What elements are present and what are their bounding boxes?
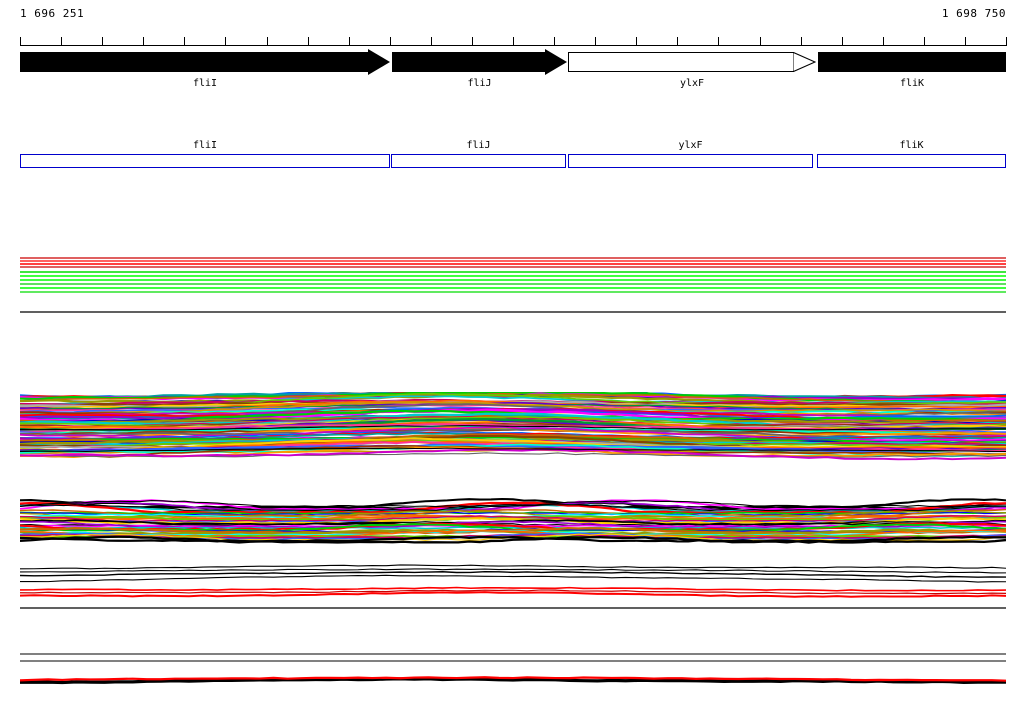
wavy-line: [20, 535, 1006, 544]
cds-label: fliJ: [466, 140, 491, 151]
ruler-tick: [20, 37, 21, 46]
ruler-tick: [595, 37, 597, 46]
cds-box-track[interactable]: fliI fliJ ylxF fliK: [0, 140, 1024, 174]
cds-box-fliI[interactable]: [20, 154, 390, 168]
wavy-line: [20, 509, 1006, 518]
ruler-tick: [1006, 37, 1007, 46]
ruler-tick: [61, 37, 63, 46]
alignment-density-track: [20, 392, 1006, 464]
gene-feature-ylxF[interactable]: ylxF: [568, 49, 816, 89]
ruler-tick: [102, 37, 104, 46]
wavy-line: [20, 535, 1006, 543]
gene-label: fliK: [899, 78, 925, 89]
plot-line: [20, 589, 1006, 595]
ruler-tick: [389, 37, 391, 46]
cds-box-fliJ[interactable]: [391, 154, 566, 168]
gene-body: [818, 52, 1006, 72]
wavy-alignment-track: [20, 497, 1006, 547]
coordinate-end-label: 1 698 750: [941, 7, 1006, 20]
alignment-line: [20, 448, 1006, 461]
coordinate-ruler-band: 1 696 251 1 698 750: [0, 0, 1024, 46]
cds-label: fliK: [899, 140, 924, 151]
coverage-track-black-red: [20, 560, 1006, 612]
coverage-track-bottom: [20, 648, 1006, 706]
ruler-tick: [677, 37, 679, 46]
ruler-tick: [143, 37, 145, 46]
alignment-baseline: [20, 447, 1006, 453]
ruler-tick: [225, 37, 227, 46]
alignment-line: [20, 443, 1006, 456]
gene-body: [20, 52, 368, 72]
gene-body: [568, 52, 794, 72]
cds-box-fliK[interactable]: [817, 154, 1006, 168]
gene-feature-fliK[interactable]: fliK: [818, 52, 1006, 89]
ruler-tick: [841, 37, 843, 46]
gene-arrowhead-icon: [545, 49, 567, 75]
wavy-baseline: [20, 504, 1006, 512]
ruler-axis[interactable]: [20, 36, 1007, 46]
gene-arrow-track[interactable]: fliI fliJ ylxF fliK: [0, 48, 1024, 110]
ruler-tick: [964, 37, 966, 46]
ruler-tick: [348, 37, 350, 46]
ruler-tick: [471, 37, 473, 46]
alignment-baseline: [20, 425, 1006, 431]
wavy-line: [20, 521, 1006, 527]
gene-feature-fliJ[interactable]: fliJ: [392, 49, 567, 89]
gene-label: fliJ: [467, 78, 492, 89]
alignment-line: [20, 416, 1006, 427]
wavy-line: [20, 501, 1006, 515]
ruler-tick: [554, 37, 556, 46]
cds-label: ylxF: [678, 140, 703, 151]
plot-line: [20, 677, 1006, 685]
plot-line: [20, 570, 1006, 578]
wavy-line: [20, 515, 1006, 522]
ruler-tick: [430, 37, 432, 46]
gene-label: ylxF: [679, 78, 705, 89]
cds-box-ylxF[interactable]: [568, 154, 813, 168]
plot-line: [20, 676, 1006, 682]
plot-line: [20, 568, 1006, 574]
ruler-tick: [184, 37, 186, 46]
alignment-line: [20, 431, 1006, 440]
ruler-tick: [923, 37, 925, 46]
ruler-tick: [882, 37, 884, 46]
alignment-line: [20, 393, 1006, 404]
gene-arrowhead-icon: [793, 49, 816, 75]
cds-label: fliI: [192, 140, 218, 151]
gene-feature-fliI[interactable]: fliI: [20, 49, 390, 89]
gene-body: [392, 52, 545, 72]
plot-line: [20, 574, 1006, 583]
gene-arrowhead-icon: [368, 49, 390, 75]
ruler-tick: [636, 37, 638, 46]
conservation-track-1: [20, 250, 1006, 320]
coordinate-start-label: 1 696 251: [20, 7, 85, 20]
plot-line: [20, 586, 1006, 592]
alignment-line: [20, 428, 1006, 439]
ruler-tick: [266, 37, 268, 46]
plot-line: [20, 564, 1006, 570]
ruler-tick: [513, 37, 514, 46]
ruler-tick: [307, 37, 309, 46]
ruler-tick: [759, 37, 761, 46]
ruler-tick: [718, 37, 720, 46]
gene-label: fliI: [192, 78, 218, 89]
plot-line: [20, 591, 1006, 598]
ruler-tick: [800, 37, 802, 46]
